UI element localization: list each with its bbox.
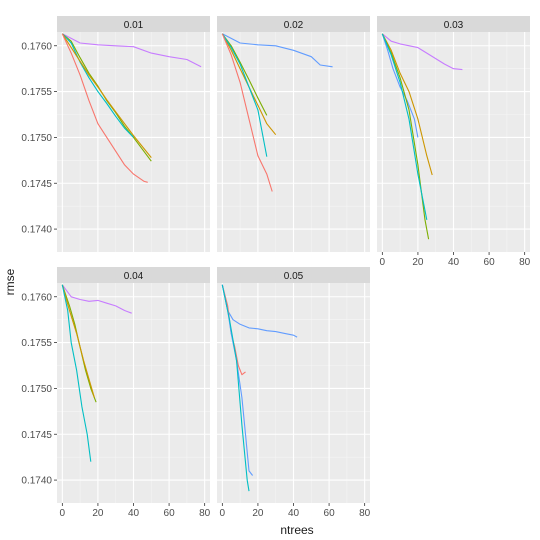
facet-strip xyxy=(217,16,370,32)
y-tick-label: 0.1755 xyxy=(21,87,52,98)
facet-panel-4: 0.04 0.1740 0.1745 0.1750 0.1755 0.1760 0 20 40 6… xyxy=(21,267,211,519)
y-tick-label: 0.1760 xyxy=(21,41,52,52)
facet-title: 0.02 xyxy=(284,20,304,31)
x-tick-label: 0 xyxy=(380,257,386,268)
series-line-4 xyxy=(221,284,250,492)
x-tick-label: 60 xyxy=(324,508,336,519)
x-tick-label: 40 xyxy=(288,508,300,519)
y-tick-label: 0.1750 xyxy=(21,384,52,395)
facet-panel-5: 0.05 0 20 40 60 80 xyxy=(217,267,371,519)
x-tick-label: 0 xyxy=(60,508,66,519)
x-tick-label: 20 xyxy=(92,508,104,519)
x-tick-label: 60 xyxy=(164,508,176,519)
facet-title: 0.01 xyxy=(124,20,144,31)
series-line-1 xyxy=(62,33,202,68)
series-line-4 xyxy=(381,33,430,240)
x-tick-label: 80 xyxy=(199,508,211,519)
facet-panel-3: 0.03 0 20 40 60 80 xyxy=(377,16,531,268)
x-tick-label: 80 xyxy=(519,257,531,268)
y-tick-label: 0.1740 xyxy=(21,476,52,487)
series-line-3 xyxy=(381,33,433,176)
y-tick-label: 0.1745 xyxy=(21,179,52,190)
x-tick-label: 20 xyxy=(412,257,424,268)
series-line-1 xyxy=(222,33,333,68)
x-tick-label: 40 xyxy=(128,508,140,519)
y-tick-label: 0.1745 xyxy=(21,430,52,441)
facet-strip xyxy=(57,267,210,283)
series-line-4 xyxy=(61,33,152,158)
facet-strip xyxy=(377,16,530,32)
series-line-4 xyxy=(61,284,92,462)
x-tick-label: 20 xyxy=(252,508,264,519)
facet-title: 0.03 xyxy=(444,20,464,31)
series-line-5 xyxy=(61,33,148,183)
series-line-3 xyxy=(221,33,268,116)
x-tick-label: 40 xyxy=(448,257,460,268)
facet-title: 0.04 xyxy=(124,271,144,282)
x-axis-title: ntrees xyxy=(280,523,313,537)
series-line-1 xyxy=(221,284,298,338)
series-line-3 xyxy=(61,33,134,138)
x-tick-label: 60 xyxy=(484,257,496,268)
y-tick-label: 0.1755 xyxy=(21,338,52,349)
y-axis-title: rmse xyxy=(3,268,17,295)
series-line-1 xyxy=(381,33,463,71)
facet-strip xyxy=(217,267,370,283)
y-tick-label: 0.1760 xyxy=(21,292,52,303)
series-line-2 xyxy=(221,284,246,376)
series-line-5 xyxy=(221,33,273,192)
x-tick-label: 0 xyxy=(220,508,226,519)
facet-panel-2: 0.02 xyxy=(217,16,370,252)
y-tick-label: 0.1740 xyxy=(21,225,52,236)
series-line-1 xyxy=(61,284,132,314)
y-tick-label: 0.1750 xyxy=(21,133,52,144)
series-line-3 xyxy=(61,284,95,398)
series-line-5 xyxy=(381,33,428,221)
x-tick-label: 80 xyxy=(359,508,371,519)
facet-panel-1: 0.01 0.1740 0.1745 0.1750 0.1755 0.1760 xyxy=(21,16,210,252)
facet-title: 0.05 xyxy=(284,271,304,282)
series-line-2 xyxy=(381,33,419,138)
series-line-4 xyxy=(221,33,268,157)
facet-strip xyxy=(57,16,210,32)
